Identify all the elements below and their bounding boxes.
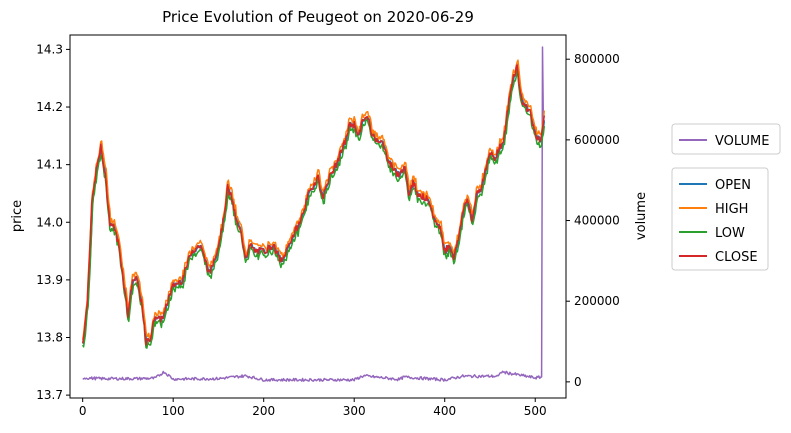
legend-label: CLOSE — [715, 250, 758, 265]
x-tick-label: 0 — [79, 404, 87, 418]
plot-area — [81, 46, 546, 382]
legend-label: HIGH — [715, 202, 748, 217]
x-tick-label: 300 — [343, 404, 366, 418]
y2-tick-label: 200000 — [574, 294, 620, 308]
y2-tick-label: 600000 — [574, 133, 620, 147]
legend-price: OPEN HIGH LOW CLOSE — [671, 167, 769, 271]
y-tick-label: 14.3 — [36, 42, 63, 56]
legend-volume: VOLUME — [671, 123, 781, 155]
chart-title: Price Evolution of Peugeot on 2020-06-29 — [162, 8, 474, 26]
series-low — [82, 70, 546, 349]
series-close — [81, 64, 546, 346]
axes: 0 100 200 300 400 500 13.7 13.8 13.9 14.0 14.1 14.2… — [36, 34, 620, 418]
y-tick-label: 14.0 — [36, 215, 63, 229]
legend-frame — [671, 167, 769, 271]
axes-frame — [69, 34, 567, 399]
x-tick-label: 200 — [252, 404, 275, 418]
y-axis-label: price — [10, 200, 25, 232]
y-tick-label: 14.2 — [36, 100, 63, 114]
x-tick-label: 400 — [433, 404, 456, 418]
y-tick-label: 13.8 — [36, 331, 63, 345]
y-tick-label: 13.7 — [36, 388, 63, 402]
y2-tick-label: 800000 — [574, 52, 620, 66]
y2-axis-label: volume — [634, 192, 649, 240]
legend-label: LOW — [715, 226, 745, 241]
y-tick-label: 14.1 — [36, 158, 63, 172]
x-tick-label: 500 — [524, 404, 547, 418]
legend-frame — [671, 123, 781, 155]
legend-label: OPEN — [715, 178, 751, 193]
y-tick-label: 13.9 — [36, 273, 63, 287]
x-tick-label: 100 — [162, 404, 185, 418]
y2-tick-label: 400000 — [574, 214, 620, 228]
series-volume — [82, 46, 546, 382]
y2-tick-label: 0 — [574, 375, 582, 389]
legend-label: VOLUME — [715, 134, 769, 149]
